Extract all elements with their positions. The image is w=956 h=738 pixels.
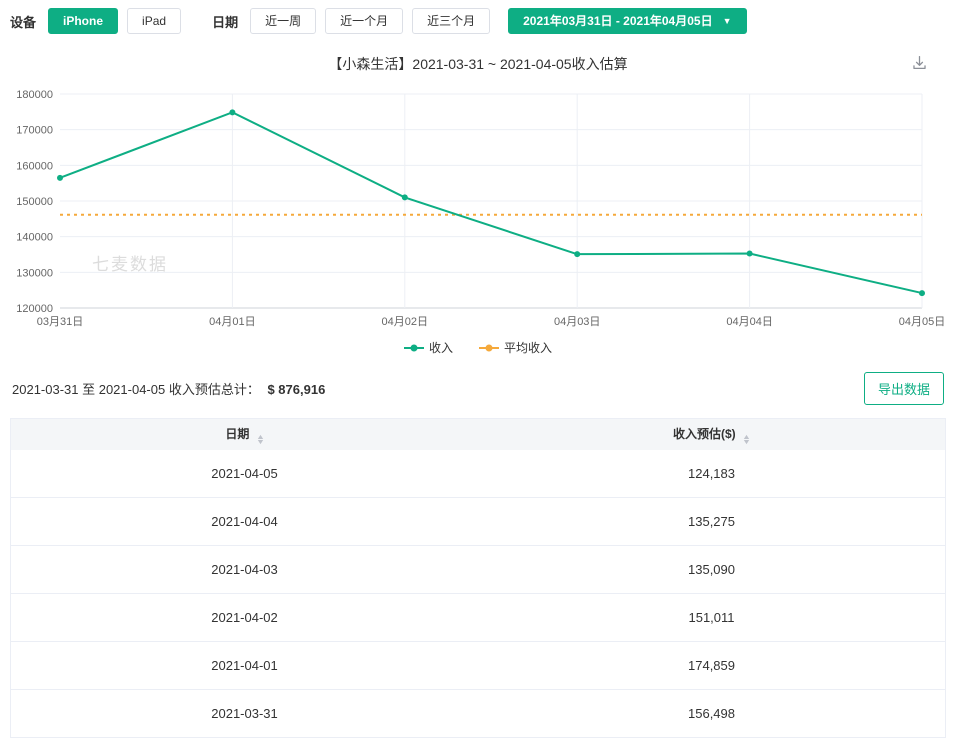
revenue-line-chart[interactable]: 120000 130000 140000 150000 160000 170000 1800…: [10, 84, 946, 337]
legend-label-revenue: 收入: [428, 341, 453, 355]
summary-text: 2021-03-31 至 2021-04-05 收入预估总计： $ 876,91…: [12, 379, 325, 398]
average-series-icon: [479, 346, 499, 349]
cell-date: 2021-04-05: [211, 466, 278, 481]
revenue-table: 日期 ▲ ▼ 收入预估($) ▲ ▼ 2021-04-05 124,183 2021-0…: [10, 418, 946, 738]
date-range-value: 2021年03月31日 - 2021年04月05日: [523, 14, 713, 28]
device-label: 设备: [10, 14, 37, 30]
cell-date: 2021-04-04: [211, 514, 278, 529]
svg-text:130000: 130000: [16, 267, 53, 279]
table-row: 2021-03-31 156,498: [11, 690, 945, 738]
range-last-month-button[interactable]: 近一个月: [325, 8, 404, 34]
svg-text:03月31日: 03月31日: [37, 316, 83, 328]
cell-date: 2021-04-02: [211, 610, 278, 625]
chart-title: 【小森生活】2021-03-31 ~ 2021-04-05收入估算: [328, 56, 628, 72]
filter-bar: 设备 iPhone iPad 日期 近一周 近一个月 近三个月 2021年03月…: [10, 8, 946, 34]
summary-total: $ 876,916: [267, 382, 326, 397]
device-option-iphone[interactable]: iPhone: [48, 8, 119, 34]
table-body: 2021-04-05 124,183 2021-04-04 135,275 2021-0…: [11, 450, 945, 738]
svg-text:140000: 140000: [16, 232, 53, 244]
svg-text:04月03日: 04月03日: [554, 316, 600, 328]
range-last-week-button[interactable]: 近一周: [250, 8, 317, 34]
svg-text:04月01日: 04月01日: [209, 316, 255, 328]
cell-revenue: 156,498: [688, 706, 735, 721]
date-range-picker[interactable]: 2021年03月31日 - 2021年04月05日 ▼: [508, 8, 747, 34]
legend-label-average: 平均收入: [504, 341, 553, 355]
date-label: 日期: [212, 14, 239, 30]
sort-icon[interactable]: ▲ ▼: [255, 433, 265, 446]
table-row: 2021-04-01 174,859: [11, 642, 945, 690]
revenue-series-icon: [403, 346, 424, 349]
table-row: 2021-04-02 151,011: [11, 594, 945, 642]
cell-date: 2021-04-03: [211, 562, 278, 577]
svg-text:150000: 150000: [16, 196, 53, 208]
column-header-date[interactable]: 日期 ▲ ▼: [11, 425, 478, 446]
table-row: 2021-04-05 124,183: [11, 450, 945, 498]
column-header-date-label: 日期: [225, 426, 250, 441]
range-last-3-months-button[interactable]: 近三个月: [412, 8, 491, 34]
cell-revenue: 124,183: [688, 466, 735, 481]
cell-revenue: 135,090: [688, 562, 735, 577]
cell-revenue: 151,011: [688, 610, 735, 625]
column-header-revenue[interactable]: 收入预估($) ▲ ▼: [478, 425, 945, 446]
cell-date: 2021-03-31: [211, 706, 278, 721]
export-data-button[interactable]: 导出数据: [863, 372, 944, 405]
sort-icon[interactable]: ▲ ▼: [741, 433, 752, 446]
summary-label: 2021-03-31 至 2021-04-05 收入预估总计：: [12, 382, 260, 397]
chart-canvas[interactable]: 120000 130000 140000 150000 160000 170000 1800…: [10, 84, 946, 332]
chart-legend: 收入 平均收入: [10, 339, 946, 356]
svg-text:04月04日: 04月04日: [726, 316, 772, 328]
svg-text:160000: 160000: [16, 160, 53, 172]
device-option-ipad[interactable]: iPad: [127, 8, 182, 34]
cell-revenue: 174,859: [688, 658, 735, 673]
svg-text:04月02日: 04月02日: [382, 316, 428, 328]
svg-text:120000: 120000: [16, 303, 53, 315]
legend-item-revenue[interactable]: 收入: [403, 339, 453, 356]
cell-date: 2021-04-01: [211, 658, 278, 673]
legend-item-average-revenue[interactable]: 平均收入: [479, 339, 552, 356]
download-icon[interactable]: [911, 54, 928, 71]
cell-revenue: 135,275: [688, 514, 735, 529]
column-header-revenue-label: 收入预估($): [673, 426, 736, 441]
svg-text:七麦数据: 七麦数据: [92, 255, 168, 274]
chart-header: 【小森生活】2021-03-31 ~ 2021-04-05收入估算: [10, 54, 946, 76]
summary-row: 2021-03-31 至 2021-04-05 收入预估总计： $ 876,91…: [10, 372, 946, 405]
svg-text:180000: 180000: [16, 89, 53, 101]
table-header-row: 日期 ▲ ▼ 收入预估($) ▲ ▼: [11, 419, 945, 450]
chevron-down-icon: ▼: [722, 15, 732, 26]
table-row: 2021-04-03 135,090: [11, 546, 945, 594]
svg-text:04月05日: 04月05日: [899, 316, 945, 328]
svg-text:170000: 170000: [16, 125, 53, 137]
table-row: 2021-04-04 135,275: [11, 498, 945, 546]
